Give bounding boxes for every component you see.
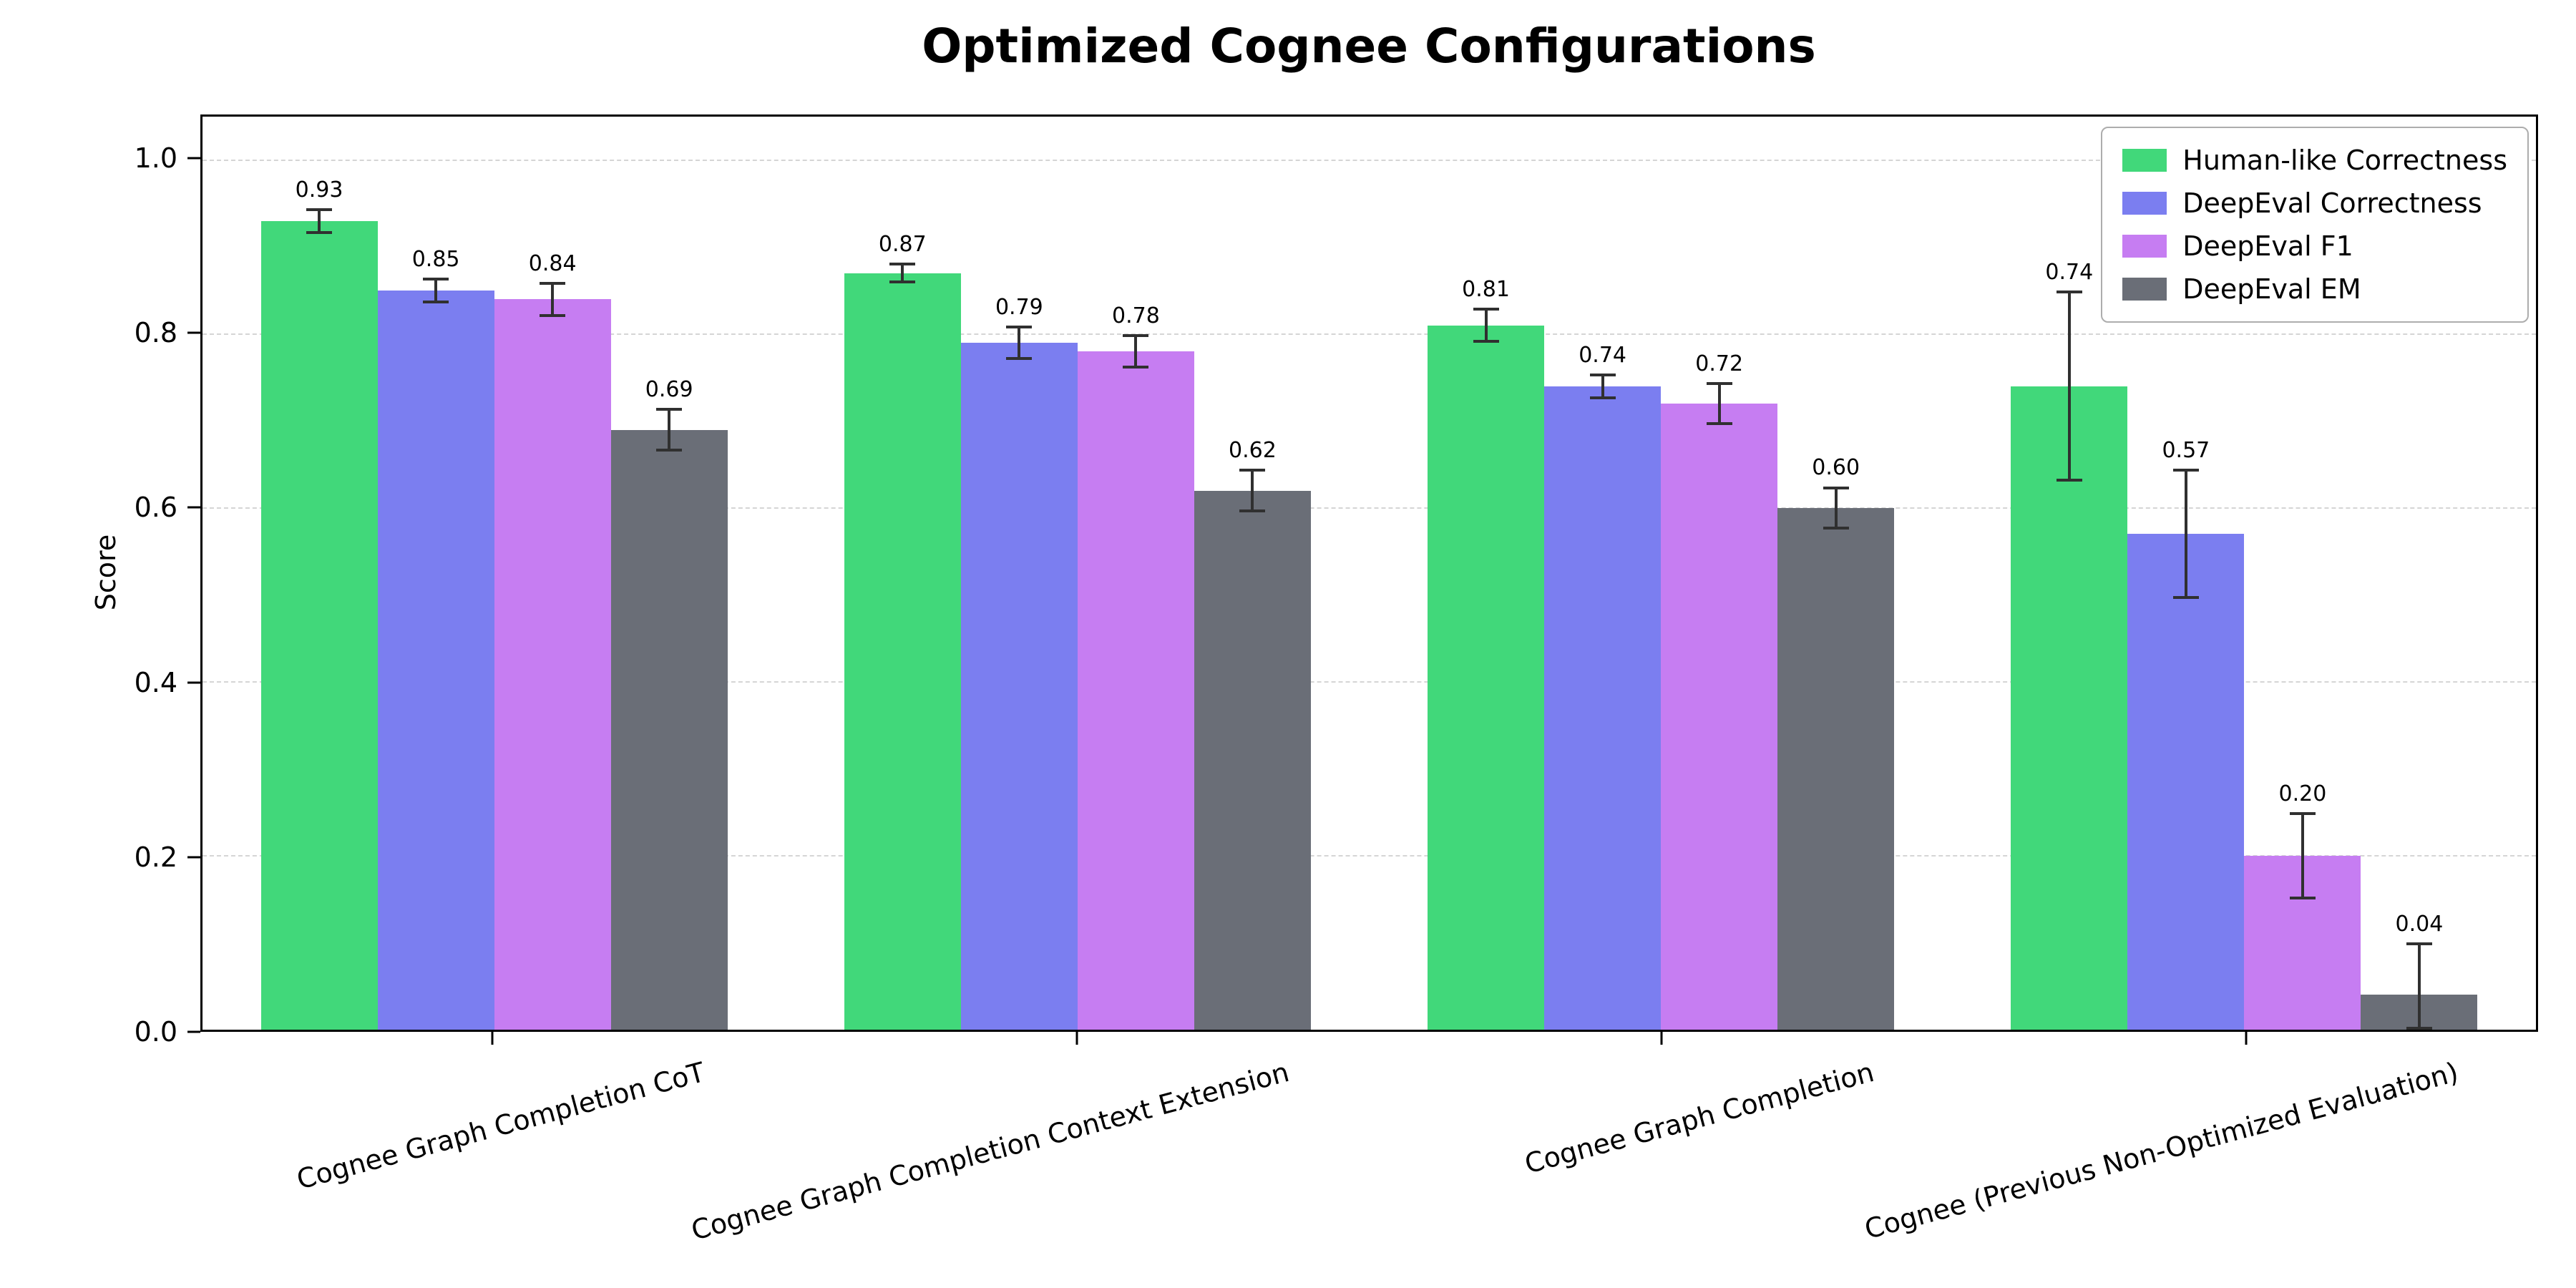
value-label: 0.84 xyxy=(528,250,577,276)
x-tick-label: Cognee (Previous Non-Optimized Evaluatio… xyxy=(1861,1056,2462,1246)
bar xyxy=(844,273,961,1030)
value-label: 0.60 xyxy=(1812,455,1860,481)
error-bar xyxy=(540,281,566,317)
value-label: 0.57 xyxy=(2162,438,2210,464)
value-label: 0.87 xyxy=(878,232,927,258)
bar xyxy=(610,429,728,1030)
value-label: 0.69 xyxy=(645,377,693,403)
legend-swatch xyxy=(2122,149,2167,172)
legend: Human-like Correctness DeepEval Correctne… xyxy=(2101,127,2529,323)
error-bar xyxy=(2289,812,2316,899)
bar xyxy=(960,342,1078,1030)
bar xyxy=(1194,490,1311,1030)
bar xyxy=(1544,386,1662,1030)
legend-item: DeepEval EM xyxy=(2122,271,2507,307)
value-label: 0.62 xyxy=(1229,438,1277,464)
x-tick-label: Cognee Graph Completion xyxy=(1521,1056,1878,1180)
legend-item: DeepEval F1 xyxy=(2122,228,2507,264)
y-tick-label: 0.2 xyxy=(134,841,177,873)
error-bar xyxy=(1239,469,1266,512)
value-label: 0.85 xyxy=(411,246,460,272)
legend-label: Human-like Correctness xyxy=(2182,145,2507,176)
bar xyxy=(1428,325,1545,1030)
legend-swatch xyxy=(2122,235,2167,258)
bar xyxy=(1661,404,1778,1030)
gridline xyxy=(203,680,2536,683)
error-bar xyxy=(1589,373,1616,399)
value-label: 0.72 xyxy=(1695,351,1744,376)
error-bar xyxy=(1706,381,1732,426)
y-tick-mark xyxy=(187,506,200,509)
y-tick-mark xyxy=(187,1030,200,1033)
value-label: 0.74 xyxy=(1579,342,1626,368)
x-tick-mark xyxy=(2245,1032,2248,1045)
y-tick-mark xyxy=(187,856,200,859)
value-label: 0.20 xyxy=(2278,781,2327,807)
plot-area: Human-like Correctness DeepEval Correctne… xyxy=(200,114,2538,1032)
y-tick-label: 0.4 xyxy=(134,666,177,698)
y-tick-label: 0.8 xyxy=(134,317,177,349)
error-bar xyxy=(1006,325,1033,361)
gridline xyxy=(203,854,2536,857)
bar xyxy=(1077,351,1194,1030)
bar xyxy=(2127,534,2245,1030)
x-tick-mark xyxy=(491,1032,494,1045)
bar xyxy=(260,220,378,1030)
y-tick-label: 0.0 xyxy=(134,1016,177,1048)
bar xyxy=(2011,386,2128,1030)
y-tick-label: 0.6 xyxy=(134,492,177,524)
error-bar xyxy=(2406,942,2432,1030)
y-tick-mark xyxy=(187,157,200,160)
error-bar xyxy=(2056,291,2082,482)
value-label: 0.78 xyxy=(1111,303,1160,328)
legend-swatch xyxy=(2122,278,2167,301)
value-label: 0.93 xyxy=(295,177,343,203)
value-label: 0.81 xyxy=(1462,277,1510,303)
y-tick-label: 1.0 xyxy=(134,142,177,175)
legend-swatch xyxy=(2122,192,2167,215)
chart-title: Optimized Cognee Configurations xyxy=(922,19,1816,74)
error-bar xyxy=(2172,469,2199,600)
x-axis: Cognee Graph Completion CoT Cognee Graph … xyxy=(200,1032,2538,1288)
error-bar xyxy=(1473,308,1499,343)
error-bar xyxy=(1823,486,1849,530)
gridline xyxy=(203,507,2536,509)
value-label: 0.79 xyxy=(995,294,1043,320)
legend-item: DeepEval Correctness xyxy=(2122,185,2507,221)
gridline xyxy=(203,159,2536,161)
error-bar xyxy=(656,408,683,452)
y-tick-mark xyxy=(187,681,200,684)
x-tick-label: Cognee Graph Completion Context Extensio… xyxy=(688,1056,1293,1246)
legend-item: Human-like Correctness xyxy=(2122,142,2507,178)
error-bar xyxy=(306,208,333,235)
value-label: 0.04 xyxy=(2395,912,2444,937)
y-axis: 0.0 0.2 0.4 0.6 0.8 1.0 xyxy=(0,114,200,1045)
bar xyxy=(377,291,494,1030)
legend-label: DeepEval Correctness xyxy=(2182,187,2482,219)
error-bar xyxy=(889,263,916,284)
gridline xyxy=(203,333,2536,335)
error-bar xyxy=(423,277,449,304)
bar xyxy=(1777,507,1895,1030)
bar xyxy=(494,299,611,1030)
x-tick-mark xyxy=(1075,1032,1078,1045)
legend-label: DeepEval EM xyxy=(2182,273,2361,305)
y-tick-mark xyxy=(187,331,200,334)
x-tick-label: Cognee Graph Completion CoT xyxy=(293,1056,708,1196)
value-label: 0.74 xyxy=(2045,260,2094,286)
legend-label: DeepEval F1 xyxy=(2182,230,2353,262)
error-bar xyxy=(1123,333,1149,369)
x-tick-mark xyxy=(1660,1032,1663,1045)
